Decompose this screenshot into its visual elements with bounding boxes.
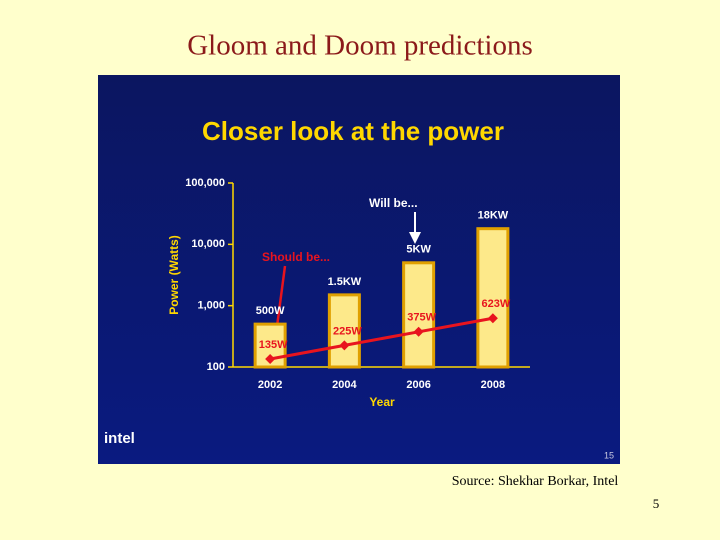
marker [339,340,350,351]
source: Source: Shekhar Borkar, Intel [452,474,619,489]
chart-title: Closer look at the power [202,116,504,146]
slide-title: Gloom and Doom predictions [187,30,533,62]
annotation: Should be... [262,250,330,264]
y-tick-label: 10,000 [191,238,225,250]
x-tick-label: 2002 [258,379,282,391]
x-tick-label: 2008 [481,379,505,391]
page-number: 5 [653,496,660,511]
x-axis-label: Year [369,395,395,409]
x-tick-label: 2006 [406,379,430,391]
y-tick-label: 100,000 [185,177,225,189]
chart-panel [98,75,620,464]
slide-number: 15 [604,450,614,460]
annotation: Will be... [369,196,418,210]
y-axis-label: Power (Watts) [167,235,181,315]
arrow-head [409,232,421,244]
bar [327,293,361,369]
x-tick-label: 2004 [332,379,357,391]
marker [265,354,276,365]
marker [413,326,424,337]
y-tick-label: 1,000 [197,300,225,312]
data-label: 5KW [406,244,431,256]
data-label: 135W [259,339,288,351]
bar [476,227,510,369]
data-label: 500W [256,305,285,317]
logo: intel [104,430,135,447]
marker [487,313,498,324]
bar [402,261,436,369]
data-label: 623W [482,298,511,310]
data-label: 375W [407,312,436,324]
data-label: 225W [333,325,362,337]
y-tick-label: 100 [207,361,225,373]
line [269,316,494,361]
data-label: 1.5KW [328,276,362,288]
data-label: 18KW [478,210,509,222]
